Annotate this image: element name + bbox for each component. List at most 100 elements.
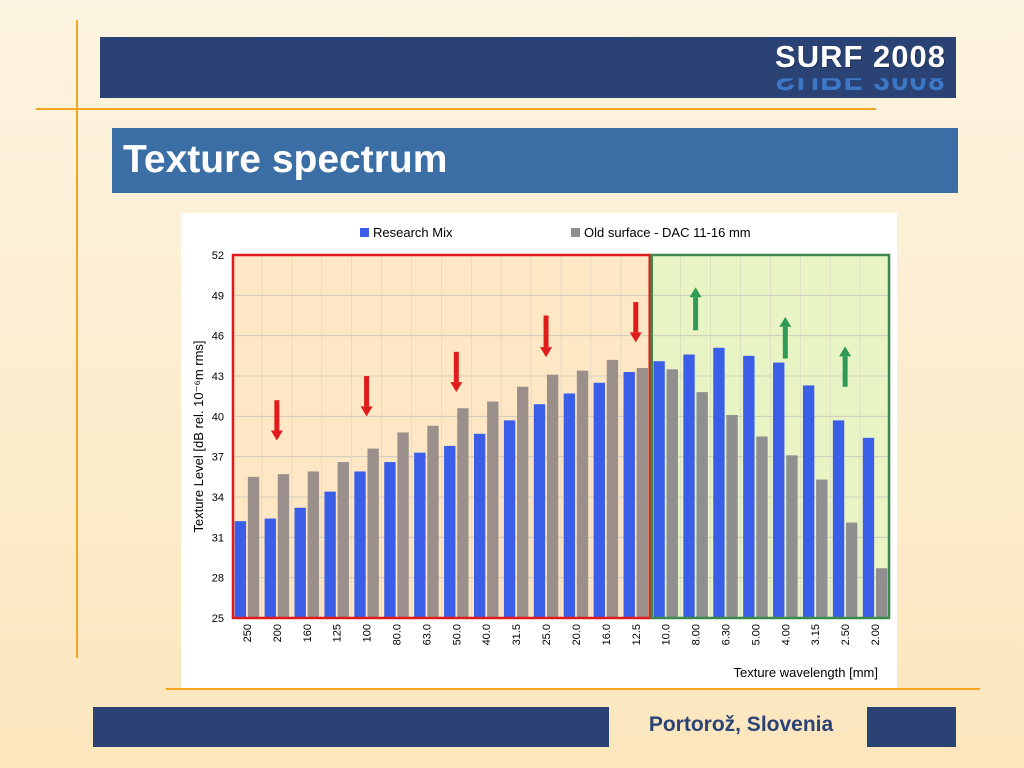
y-tick-label: 28 (212, 573, 224, 585)
x-tick-label: 10.0 (661, 624, 673, 645)
bar-research-mix (773, 362, 785, 618)
bar-old-surface (277, 474, 290, 618)
x-tick-label: 63.0 (421, 624, 433, 645)
bar-research-mix (623, 371, 635, 618)
bar-research-mix (264, 518, 276, 618)
x-tick-label: 200 (272, 624, 284, 642)
region-border-0 (231, 253, 651, 620)
bar-old-surface (846, 522, 858, 618)
bar-old-surface (337, 462, 349, 618)
bar-old-surface (666, 369, 678, 618)
bar-research-mix (683, 354, 695, 618)
arrow-up-head (689, 287, 702, 298)
bar-research-mix (384, 462, 396, 618)
bar-research-mix (234, 521, 247, 618)
x-tick-label: 16.0 (601, 624, 613, 645)
brand-title: SURF 2008 (775, 39, 946, 74)
x-tick-label: 4.00 (780, 624, 792, 645)
bar-old-surface (576, 370, 589, 618)
bar-old-surface (786, 455, 798, 618)
bar-old-surface (696, 392, 708, 618)
x-axis-label: Texture wavelength [mm] (733, 665, 878, 680)
header-bar: SURF 2008 SURF 2008 (100, 37, 956, 98)
bar-old-surface (636, 367, 649, 618)
bar-old-surface (397, 432, 409, 618)
arrow-down-head (540, 347, 553, 358)
bar-research-mix (414, 452, 426, 618)
bar-old-surface (546, 374, 559, 618)
footer-bar-right (867, 707, 956, 747)
arrow-up-head (779, 316, 792, 327)
accent-line-vertical (76, 20, 78, 658)
x-tick-label: 6.30 (721, 624, 733, 645)
bar-old-surface (726, 414, 738, 618)
x-tick-label: 250 (242, 624, 254, 642)
brand-logo: SURF 2008 SURF 2008 (726, 39, 946, 96)
legend-label: Old surface - DAC 11-16 mm (584, 225, 751, 240)
bar-old-surface (816, 479, 828, 618)
bar-research-mix (743, 355, 755, 618)
slide-title: Texture spectrum (123, 138, 448, 181)
x-tick-label: 40.0 (481, 624, 493, 645)
texture-spectrum-chart: 25 28 31 34 37 40 43 46 49 52 250 200 160 125 100 80.0 6… (191, 225, 891, 680)
chart-panel: 25 28 31 34 37 40 43 46 49 52 250 200 160 125 100 80.0 6… (181, 213, 897, 688)
bar-research-mix (354, 471, 366, 618)
x-tick-label: 160 (302, 624, 314, 642)
bar-research-mix (653, 361, 665, 618)
x-tick-label: 5.00 (750, 624, 762, 645)
bar-research-mix (832, 420, 845, 618)
legend-swatch (571, 228, 580, 237)
y-tick-label: 37 (212, 452, 224, 464)
bar-research-mix (802, 385, 815, 618)
bar-research-mix (503, 420, 516, 618)
y-tick-label: 40 (212, 411, 224, 423)
y-tick-label: 43 (212, 371, 224, 383)
x-tick-label: 125 (332, 624, 344, 642)
legend-swatch (360, 228, 369, 237)
y-tick-label: 31 (212, 532, 224, 544)
bar-old-surface (606, 359, 619, 618)
y-tick-label: 34 (212, 492, 224, 504)
accent-line-top (36, 108, 876, 110)
bar-research-mix (294, 507, 306, 618)
y-tick-label: 25 (212, 613, 224, 625)
bar-old-surface (517, 386, 529, 618)
accent-line-bottom (166, 688, 980, 690)
y-tick-label: 46 (212, 331, 224, 343)
y-tick-label: 52 (212, 250, 224, 262)
title-bar: Texture spectrum (112, 128, 958, 193)
bar-research-mix (473, 433, 486, 618)
x-tick-label: 100 (362, 624, 374, 642)
bar-old-surface (457, 408, 469, 618)
x-tick-label: 8.00 (691, 624, 703, 645)
legend-label: Research Mix (373, 225, 453, 240)
x-tick-label: 2.00 (870, 624, 882, 645)
x-tick-label: 80.0 (392, 624, 404, 645)
arrow-down-head (360, 406, 373, 417)
arrow-down-head (450, 382, 463, 393)
x-tick-label: 25.0 (541, 624, 553, 645)
bar-old-surface (307, 471, 320, 618)
region-border-1 (650, 253, 891, 620)
bar-old-surface (875, 568, 888, 618)
footer-location: Portorož, Slovenia (648, 713, 834, 736)
bar-old-surface (367, 448, 379, 618)
bar-old-surface (756, 436, 768, 618)
y-axis-label: Texture Level [dB rel. 10⁻⁶m rms] (191, 340, 206, 532)
bar-research-mix (713, 347, 725, 618)
bar-research-mix (563, 393, 576, 618)
bar-research-mix (444, 445, 456, 618)
arrow-up-head (839, 346, 852, 357)
y-tick-label: 49 (212, 290, 224, 302)
bar-research-mix (533, 404, 546, 618)
arrow-down-head (270, 430, 283, 441)
x-tick-label: 2.50 (840, 624, 852, 645)
x-tick-label: 31.5 (511, 624, 523, 645)
bar-research-mix (862, 437, 875, 618)
bar-old-surface (487, 401, 499, 618)
x-tick-label: 3.15 (810, 624, 822, 645)
x-tick-label: 50.0 (451, 624, 463, 645)
bar-old-surface (427, 425, 439, 618)
bar-old-surface (247, 476, 260, 618)
x-tick-label: 12.5 (631, 624, 643, 645)
